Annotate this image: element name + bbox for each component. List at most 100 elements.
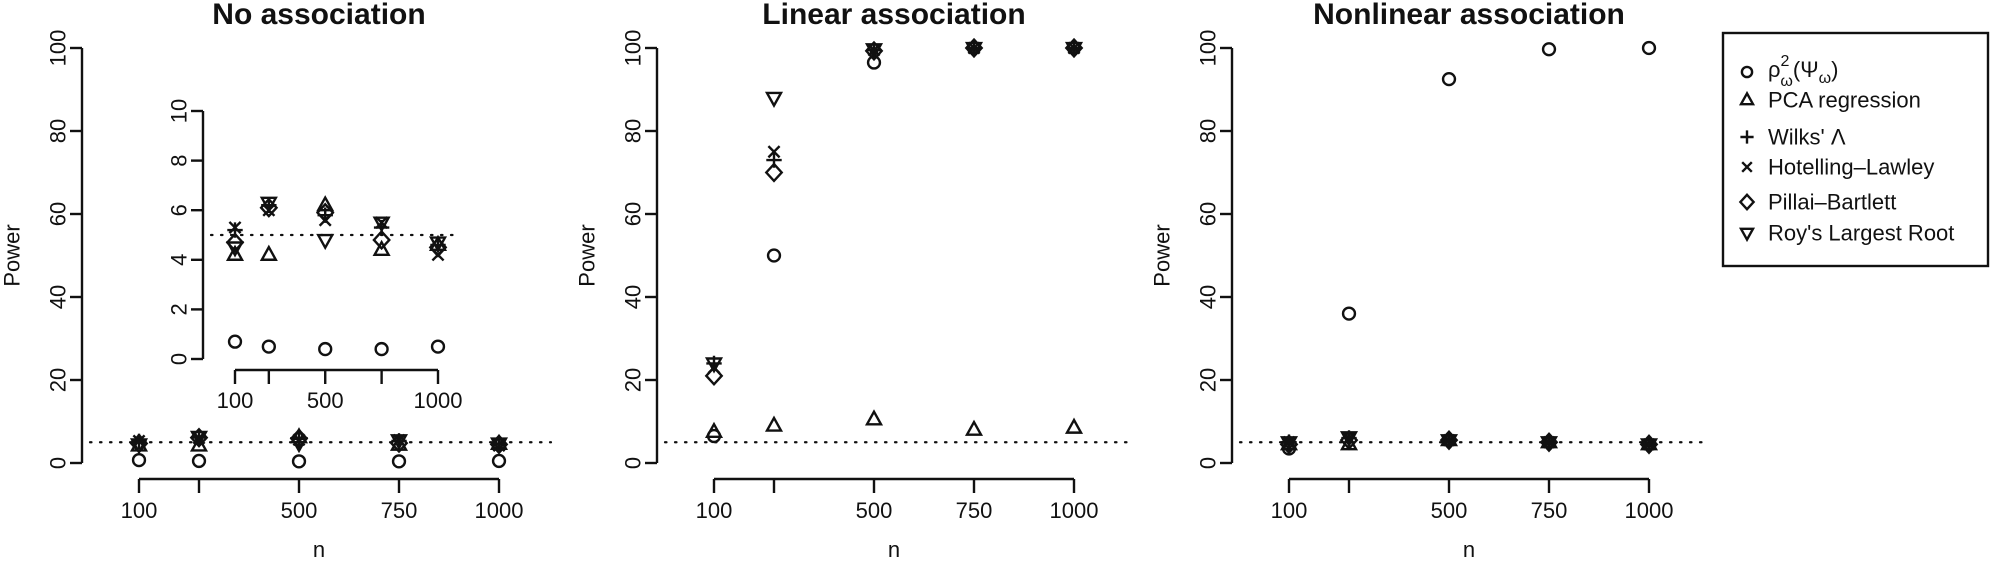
inset-x-tick-label: 500 — [307, 388, 344, 413]
y-tick-label: 40 — [1196, 285, 1221, 309]
legend-label-part: ω — [1780, 73, 1793, 90]
y-tick-label: 0 — [1196, 457, 1221, 469]
series-diamond — [129, 427, 509, 455]
inset-x-tick-label: 100 — [217, 388, 254, 413]
legend-label-part: ) — [1831, 57, 1838, 82]
panel-title: Linear association — [762, 0, 1025, 31]
x-tick-label: 750 — [381, 498, 418, 523]
legend-label: Hotelling–Lawley — [1768, 155, 1934, 180]
inv-triangle-marker — [428, 236, 448, 253]
triangle-marker — [864, 409, 884, 426]
triangle-marker — [372, 239, 391, 256]
circle-marker — [1441, 71, 1457, 87]
legend-label: Wilks' Λ — [1768, 125, 1846, 150]
inv-triangle-marker — [129, 438, 149, 455]
inv-triangle-marker — [225, 241, 245, 258]
circle-marker — [1541, 42, 1557, 57]
series-circle — [706, 40, 1082, 444]
series-inv-triangle — [129, 430, 509, 455]
inset-y-tick-label: 0 — [167, 353, 192, 365]
inv-triangle-marker — [389, 434, 409, 451]
x-tick-label: 750 — [956, 498, 993, 523]
circle-marker — [1740, 65, 1754, 79]
circle-marker — [491, 453, 507, 469]
x-tick-label: 500 — [1431, 498, 1468, 523]
inset-series-x — [228, 203, 445, 262]
x-tick-label: 100 — [121, 498, 158, 523]
circle-marker — [766, 248, 782, 263]
series-plus — [706, 40, 1082, 372]
inv-triangle-marker — [964, 41, 984, 59]
y-tick-label: 100 — [46, 30, 71, 67]
inv-triangle-marker — [1539, 436, 1559, 453]
diamond-marker — [315, 202, 335, 223]
series-x — [1282, 431, 1656, 451]
circle-marker — [227, 334, 243, 349]
x-marker — [1741, 161, 1753, 173]
y-tick-label: 60 — [621, 202, 646, 226]
legend-item: Pillai–Bartlett — [1738, 190, 1896, 215]
inv-triangle-marker — [704, 357, 724, 374]
legend-label-part: ρ — [1768, 57, 1781, 82]
y-tick-label: 20 — [621, 368, 646, 392]
series-inv-triangle — [1279, 431, 1659, 455]
panel-3: Nonlinear association 0 20 40 60 80 100 Power 10… — [1150, 0, 1705, 562]
series-triangle — [129, 427, 509, 452]
circle-marker — [430, 339, 446, 354]
circle-marker — [391, 454, 407, 469]
y-tick-label: 0 — [621, 457, 646, 469]
x-tick-label: 750 — [1531, 498, 1568, 523]
inset-series-plus — [227, 197, 446, 253]
inv-triangle-marker — [489, 437, 509, 454]
panel-title: No association — [212, 0, 425, 31]
x-marker — [228, 221, 242, 235]
inv-triangle-marker — [1064, 41, 1084, 59]
inv-triangle-marker — [1439, 434, 1459, 451]
y-tick-label: 80 — [46, 119, 71, 143]
x-axis-label: n — [313, 537, 325, 562]
panel-2: Linear association 0 20 40 60 80 100 Power 100 50… — [575, 0, 1130, 562]
x-tick-label: 100 — [1271, 498, 1308, 523]
inset-series-circle — [227, 334, 446, 357]
y-tick-label: 40 — [46, 285, 71, 309]
inv-triangle-marker — [289, 436, 309, 454]
legend-label: PCA regression — [1768, 88, 1921, 113]
circle-marker — [374, 341, 389, 357]
diamond-marker — [259, 197, 279, 218]
diamond-marker — [1738, 193, 1756, 211]
y-tick-label: 40 — [621, 285, 646, 309]
legend: ρ2 ω(Ψω) PCA regression Wilks' Λ Hotelling–L… — [1721, 31, 1990, 268]
y-axis-label: Power — [0, 224, 25, 286]
y-tick-label: 80 — [1196, 119, 1221, 143]
x-tick-label: 1000 — [1625, 498, 1674, 523]
inset-y-tick-label: 6 — [167, 204, 192, 216]
inv-triangle-marker — [864, 43, 884, 60]
plus-marker — [1740, 130, 1754, 144]
circle-marker — [191, 453, 207, 469]
x-tick-label: 500 — [281, 498, 318, 523]
diamond-marker — [289, 428, 309, 449]
series-triangle — [704, 409, 1084, 438]
inset-x-tick-label: 1000 — [414, 388, 463, 413]
y-tick-label: 60 — [46, 202, 71, 226]
triangle-marker — [1738, 90, 1756, 106]
inset-series-diamond — [225, 197, 448, 258]
y-axis-label: Power — [1150, 224, 1175, 286]
inv-triangle-marker — [316, 233, 335, 251]
triangle-marker — [964, 419, 984, 436]
legend-label-part: 2 — [1781, 53, 1790, 70]
x-axis-label: n — [1463, 537, 1475, 562]
legend-item: Hotelling–Lawley — [1741, 155, 1934, 180]
triangle-marker — [764, 415, 784, 432]
y-tick-label: 60 — [1196, 202, 1221, 226]
y-tick-label: 20 — [46, 368, 71, 392]
inset-y-tick-label: 10 — [167, 99, 192, 123]
circle-marker — [1641, 40, 1657, 56]
diamond-marker — [428, 237, 448, 258]
inset-plot: 0 2 4 6 8 10 100 500 1000 — [167, 99, 463, 413]
series-x — [707, 41, 1081, 374]
y-tick-label: 0 — [46, 457, 71, 469]
legend-label: Pillai–Bartlett — [1768, 190, 1896, 215]
diamond-marker — [225, 232, 245, 253]
